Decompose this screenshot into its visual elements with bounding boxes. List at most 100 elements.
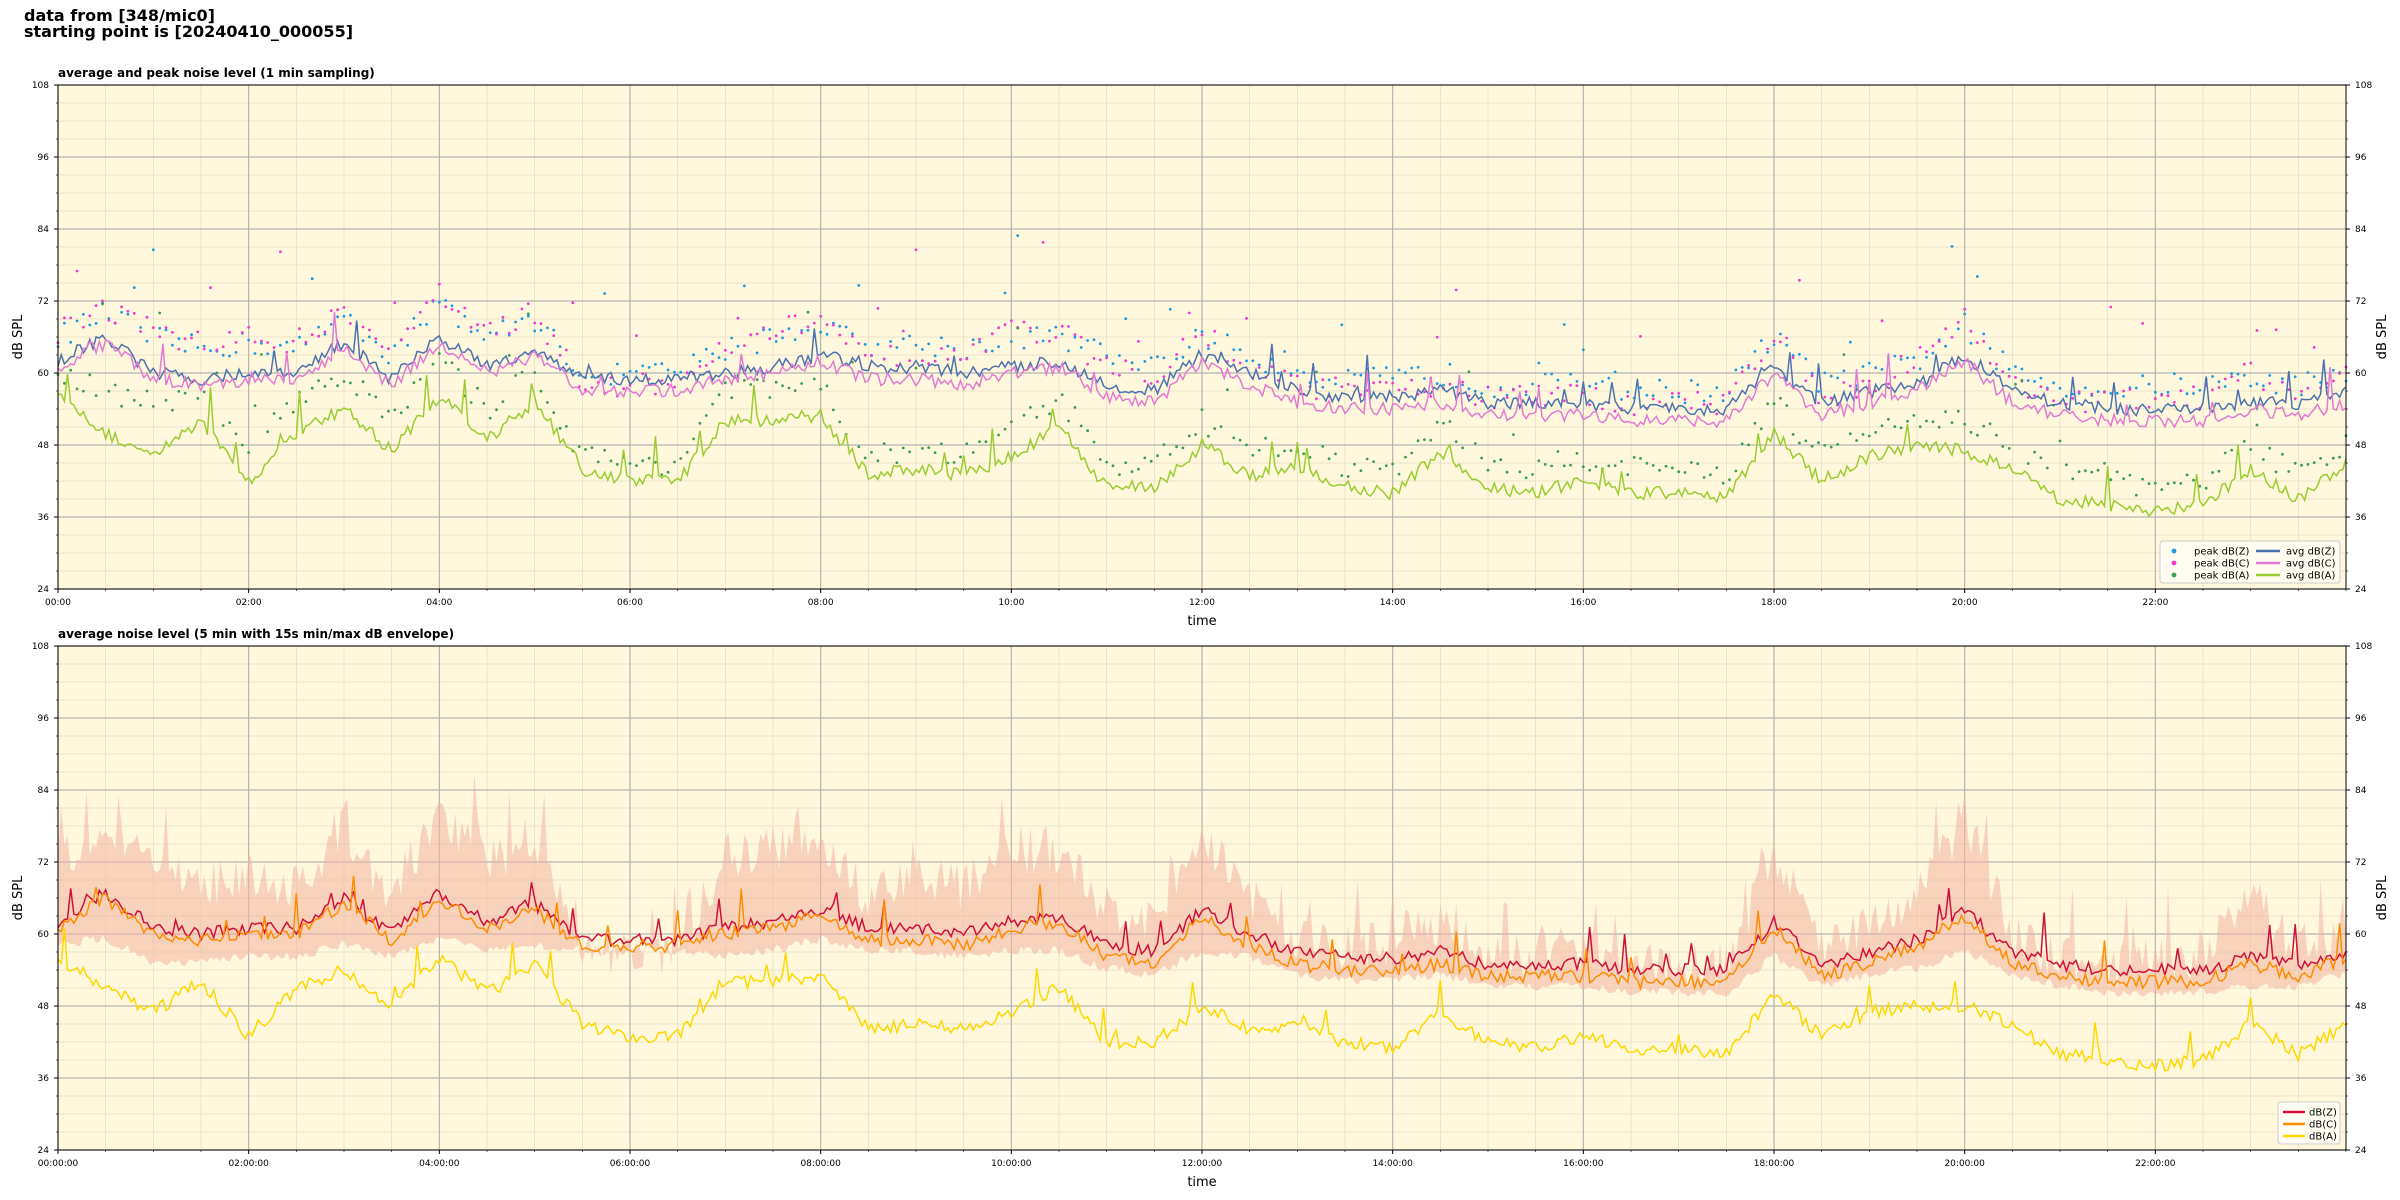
data-point-peak-db-a [488,416,492,420]
data-point-peak-db-a [819,387,823,391]
data-point-peak-db-z [1594,382,1598,386]
data-point-peak-db-a [2223,451,2227,455]
data-point-peak-db-a [863,456,867,460]
data-point-peak-db-z [374,340,378,344]
data-point-peak-db-c [1473,403,1477,406]
data-point-peak-db-c [1270,365,1274,368]
data-point-peak-db-z [94,322,98,325]
data-point-peak-db-a [1537,459,1541,463]
data-point-peak-db-c [2255,329,2259,332]
data-point-peak-db-c [406,327,409,331]
data-point-peak-db-a [183,391,187,395]
data-point-peak-db-z [1537,361,1541,365]
data-point-peak-db-a [857,445,861,449]
data-point-peak-db-z [437,300,441,304]
data-point-peak-db-z [781,336,784,340]
data-point-peak-db-z [1435,382,1439,385]
data-point-peak-db-c [781,330,784,333]
data-point-peak-db-z [2173,372,2176,376]
data-point-peak-db-c [1156,380,1159,383]
data-point-peak-db-a [1207,434,1210,438]
y-axis-label: dB SPL [11,875,26,920]
data-point-peak-db-a [2293,461,2297,465]
y-tick-label: 36 [38,1074,50,1084]
data-point-peak-db-z [1207,347,1210,350]
data-point-peak-db-c [2141,322,2145,325]
data-point-peak-db-a [2077,470,2081,473]
x-tick-label: 06:00:00 [610,1159,651,1169]
data-point-peak-db-a [177,389,181,393]
data-point-peak-db-c [202,347,206,351]
data-point-peak-db-z [1359,373,1363,377]
data-point-peak-db-c [1111,372,1115,375]
data-point-peak-db-c [1613,409,1617,413]
data-point-peak-db-a [2287,470,2291,473]
data-point-peak-db-z [1029,330,1032,333]
data-point-peak-db-z [2026,379,2030,382]
data-point-peak-db-c [1454,288,1458,292]
data-point-peak-db-a [870,450,873,454]
legend-marker [2171,548,2177,554]
data-point-peak-db-z [298,335,301,339]
data-point-peak-db-z [1238,348,1242,352]
y-tick-label: 60 [38,369,50,379]
data-point-peak-db-c [1232,358,1236,362]
data-point-peak-db-a [1639,457,1642,460]
data-point-peak-db-a [1168,453,1172,456]
data-point-peak-db-z [1086,339,1089,342]
series-line-avg-db-a [57,374,2347,518]
data-point-peak-db-a [2122,477,2126,480]
data-point-peak-db-c [1906,371,1909,374]
data-point-peak-db-a [355,393,359,397]
data-point-peak-db-a [1086,429,1089,433]
data-point-peak-db-z [1759,339,1763,342]
data-point-peak-db-a [1690,461,1693,464]
data-point-peak-db-c [1384,381,1388,384]
data-point-peak-db-z [1181,355,1185,359]
data-point-peak-db-c [145,315,149,319]
data-point-peak-db-c [806,325,810,329]
data-point-peak-db-a [1893,425,1897,428]
data-point-peak-db-z [158,326,162,330]
y-tick-label-right: 72 [2355,297,2366,307]
data-point-peak-db-c [1995,362,1998,366]
data-point-peak-db-a [711,402,714,406]
data-point-peak-db-c [1168,365,1172,369]
data-point-peak-db-c [2217,386,2221,389]
data-point-peak-db-a [482,402,486,405]
data-point-peak-db-c [1823,395,1827,399]
data-point-peak-db-a [1848,432,1852,436]
data-point-peak-db-c [368,328,371,332]
data-point-peak-db-c [1346,383,1350,386]
data-point-peak-db-z [1372,366,1375,370]
data-point-peak-db-c [533,321,537,325]
data-point-peak-db-z [1149,356,1153,360]
data-point-peak-db-c [609,376,613,380]
data-point-peak-db-c [546,342,549,346]
data-point-peak-db-a [590,446,594,449]
data-point-peak-db-z [247,338,251,342]
data-point-peak-db-c [431,299,435,302]
data-point-peak-db-a [266,430,270,434]
data-point-peak-db-a [1302,452,1306,456]
data-point-peak-db-a [88,373,92,377]
data-point-peak-db-a [247,451,251,454]
data-point-peak-db-z [1448,362,1452,366]
data-point-peak-db-z [1098,342,1102,346]
data-point-peak-db-z [2293,375,2297,379]
data-point-peak-db-c [1098,358,1102,362]
data-point-peak-db-a [1257,448,1261,452]
data-point-peak-db-c [374,337,378,340]
data-point-peak-db-c [120,305,123,309]
data-point-peak-db-c [253,340,257,344]
data-point-peak-db-z [1963,312,1967,316]
data-point-peak-db-a [692,437,695,441]
data-point-peak-db-c [2071,397,2075,400]
y-tick-label: 36 [38,513,50,523]
data-point-peak-db-c [1931,344,1935,348]
y-tick-label: 108 [32,642,49,652]
data-point-peak-db-a [1079,424,1083,428]
data-point-peak-db-c [1861,379,1865,383]
data-point-peak-db-a [279,416,282,420]
data-point-peak-db-c [1448,382,1452,386]
